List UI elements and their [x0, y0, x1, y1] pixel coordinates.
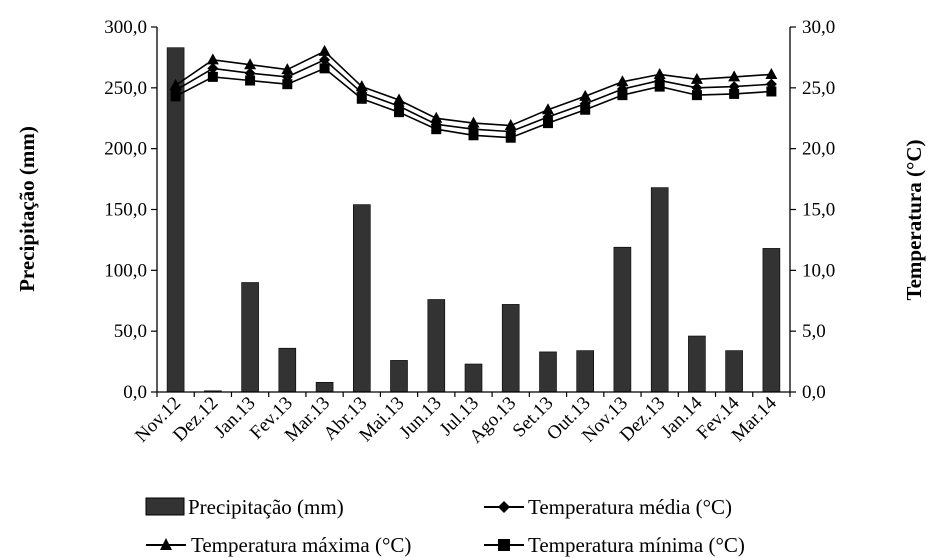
marker-triangle	[244, 58, 257, 70]
marker-square	[431, 124, 442, 135]
marker-diamond	[319, 54, 331, 66]
marker-square	[542, 118, 553, 129]
y-tick-label-left: 100,0	[104, 260, 147, 281]
marker-triangle	[579, 89, 592, 101]
precipitation-bars	[166, 47, 781, 393]
marker-triangle	[541, 103, 554, 115]
marker-square	[207, 71, 218, 82]
marker-triangle	[504, 119, 517, 131]
marker-triangle	[430, 111, 443, 123]
y-tick-label-right: 20,0	[802, 139, 835, 160]
bar-precipitation	[650, 187, 669, 393]
y-tick-label-left: 50,0	[114, 321, 147, 342]
y-tick-label-left: 250,0	[104, 78, 147, 99]
bar-precipitation	[725, 350, 743, 393]
marker-triangle	[690, 72, 703, 84]
line-series-1	[175, 50, 772, 127]
x-tick-label: Jun.13	[395, 393, 445, 443]
marker-triangle	[355, 80, 368, 92]
y-tick-label-left: 150,0	[104, 200, 147, 221]
marker-triangle	[765, 67, 778, 79]
marker-square	[245, 75, 256, 86]
marker-square	[319, 63, 330, 74]
marker-square	[729, 88, 740, 99]
bar-precipitation	[427, 299, 446, 393]
bar-precipitation	[390, 360, 408, 393]
bar-precipitation	[278, 347, 297, 393]
bar-precipitation	[315, 381, 334, 393]
bar-precipitation	[501, 304, 520, 393]
legend-label-temp-maxima: Temperatura máxima (°C)	[191, 533, 411, 557]
bar-precipitation	[241, 282, 259, 393]
legend-swatch-temp-minima	[484, 539, 524, 551]
x-tick-labels: Nov.12Dez.12Jan.13Fev.13Mar.13Abr.13Mai.…	[131, 392, 781, 447]
axes	[151, 26, 796, 397]
bar-precipitation	[464, 363, 483, 393]
y-axis-title-right: Temperatura (°C)	[902, 139, 926, 300]
marker-diamond	[207, 62, 219, 74]
y-tick-label-left: 300,0	[104, 17, 147, 38]
y-tick-label-right: 0,0	[802, 382, 826, 403]
bar-precipitation	[762, 248, 781, 393]
tick-labels: 0,0 50,0 100,0 150,0 200,0 250,0 300,0 0,0 5,0 10…	[104, 17, 835, 403]
marker-triangle	[281, 63, 294, 75]
y-tick-label-left: 0,0	[123, 382, 147, 403]
legend-swatch-temp-maxima	[146, 538, 186, 550]
y-tick-label-right: 5,0	[802, 321, 826, 342]
legend-label-precipitation: Precipitação (mm)	[188, 495, 344, 519]
marker-triangle	[616, 75, 629, 87]
marker-square	[282, 79, 293, 90]
marker-triangle	[728, 70, 741, 82]
y-tick-label-left: 200,0	[104, 139, 147, 160]
marker-square	[170, 91, 181, 102]
marker-square	[766, 86, 777, 97]
marker-triangle	[653, 67, 666, 79]
marker-triangle	[318, 44, 331, 56]
bar-precipitation	[352, 204, 371, 393]
marker-square	[468, 130, 479, 141]
legend-swatch-precipitation	[145, 497, 185, 516]
marker-square	[356, 93, 367, 104]
legend-label-temp-media: Temperatura média (°C)	[528, 495, 732, 519]
marker-square	[617, 90, 628, 101]
marker-triangle	[393, 93, 406, 105]
y-tick-label-right: 30,0	[802, 17, 835, 38]
marker-triangle	[467, 116, 480, 128]
marker-square	[505, 132, 516, 143]
y-tick-label-right: 25,0	[802, 78, 835, 99]
bar-precipitation	[576, 350, 595, 393]
legend: Precipitação (mm) Temperatura média (°C)…	[145, 495, 745, 557]
bar-precipitation	[688, 335, 706, 393]
marker-square	[691, 90, 702, 101]
marker-triangle	[169, 78, 182, 90]
y-axis-title-left: Precipitação (mm)	[15, 126, 39, 292]
y-tick-label-right: 15,0	[802, 200, 835, 221]
legend-swatch-temp-media	[484, 501, 524, 513]
y-tick-label-right: 10,0	[802, 260, 835, 281]
marker-square	[654, 81, 665, 92]
marker-square	[394, 107, 405, 118]
legend-label-temp-minima: Temperatura mínima (°C)	[528, 533, 745, 557]
bar-precipitation	[613, 246, 632, 393]
bar-precipitation	[539, 351, 557, 393]
marker-square	[580, 104, 591, 115]
temperature-lines	[169, 44, 778, 143]
marker-triangle	[206, 53, 219, 65]
